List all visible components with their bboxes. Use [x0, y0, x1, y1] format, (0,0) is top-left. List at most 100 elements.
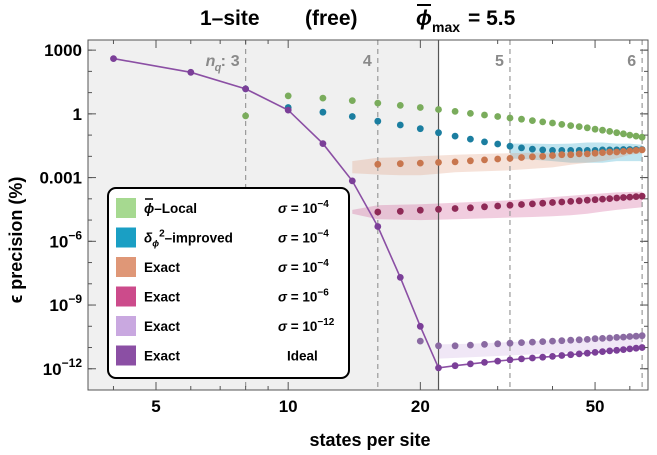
data-point: [529, 145, 536, 153]
legend-sigma: σ = 10−4: [278, 258, 329, 275]
data-point: [481, 156, 488, 164]
data-point: [539, 338, 547, 345]
title-site: 1–site: [200, 7, 260, 30]
data-point: [583, 150, 591, 158]
data-point: [416, 322, 424, 330]
legend-swatch: [116, 227, 136, 248]
data-point: [416, 104, 424, 111]
data-point: [481, 138, 488, 146]
y-tick-label: 1: [73, 105, 82, 124]
data-point: [638, 344, 646, 351]
data-point: [518, 144, 525, 152]
data-point: [632, 132, 640, 140]
legend-label: Exact: [144, 290, 181, 305]
data-point: [451, 158, 459, 166]
nq-colon: :: [221, 53, 226, 70]
data-point: [435, 159, 442, 166]
legend-sigma: σ = 10−4: [278, 199, 329, 216]
y-tick-label: 0.001: [39, 169, 82, 188]
data-point: [567, 351, 575, 359]
series-exact-1e-4: [374, 146, 646, 168]
y-axis-label: ϵ precision (%): [6, 177, 26, 304]
legend: ϕ–Local σ = 10−4 δϕ2–improved σ = 10−4 Exact…: [107, 187, 350, 379]
data-point: [374, 160, 382, 168]
data-point: [494, 155, 502, 163]
title-value: = 5.5: [468, 7, 516, 30]
data-point: [451, 205, 459, 212]
data-point: [374, 117, 382, 125]
data-point: [638, 332, 646, 340]
data-point: [626, 333, 634, 340]
legend-item-exact-1e-6: Exact σ = 10−6: [116, 286, 329, 307]
series-exact-ideal: [110, 55, 646, 372]
data-point: [467, 157, 474, 165]
data-point: [613, 334, 621, 341]
data-point: [494, 357, 502, 365]
data-point: [620, 194, 627, 201]
data-point: [558, 352, 566, 359]
data-point: [396, 207, 404, 215]
legend-sigma: σ = 10−6: [278, 288, 329, 305]
data-point: [606, 195, 614, 203]
data-point: [626, 193, 634, 201]
data-point: [549, 119, 556, 127]
legend-swatch: [116, 345, 136, 366]
series-layer: [110, 55, 646, 372]
data-point: [506, 339, 514, 347]
data-point: [284, 106, 292, 114]
data-point: [242, 85, 250, 93]
x-axis-label: states per site: [309, 430, 430, 450]
data-point: [506, 155, 514, 162]
y-axis-ticks: 1000 1 0.001 10−6 10−9 10−12: [39, 41, 648, 391]
nq-label-6: 6: [627, 53, 636, 70]
data-point: [374, 208, 382, 216]
data-point: [539, 146, 547, 154]
data-point: [567, 122, 575, 129]
data-point: [396, 121, 404, 129]
data-point: [549, 353, 556, 360]
series-exact-1e-12: [416, 332, 646, 350]
data-point: [518, 115, 525, 123]
legend-sigma: σ = 10−12: [278, 317, 335, 334]
data-point: [583, 336, 591, 343]
data-point: [506, 114, 514, 122]
data-point: [613, 129, 621, 137]
data-point: [626, 131, 634, 139]
data-point: [284, 92, 292, 100]
data-point: [187, 68, 195, 76]
data-point: [638, 133, 646, 141]
data-point: [591, 349, 599, 356]
data-point: [494, 340, 502, 348]
data-point: [613, 346, 621, 354]
data-point: [435, 205, 442, 213]
data-point: [451, 132, 459, 140]
plot-frame: [87, 39, 649, 391]
data-point: [518, 154, 525, 161]
data-point: [549, 199, 556, 206]
x-tick-label: 5: [151, 397, 160, 416]
data-point: [575, 150, 583, 158]
data-point: [518, 339, 525, 346]
data-point: [599, 195, 606, 203]
data-point: [529, 200, 536, 208]
data-point: [435, 342, 442, 350]
data-point: [451, 362, 459, 370]
legend-item-improved: δϕ2–improved σ = 10−4: [116, 227, 329, 249]
data-point: [242, 112, 250, 120]
data-point: [529, 117, 536, 124]
data-point: [591, 125, 599, 133]
nq-label-4: 4: [363, 53, 372, 70]
legend-item-local: ϕ–Local σ = 10−4: [116, 198, 329, 218]
data-point: [529, 153, 536, 161]
data-point: [396, 160, 404, 168]
y-tick-label: 10−12: [43, 356, 83, 379]
data-point: [319, 140, 327, 148]
data-point: [626, 345, 634, 353]
series-exact-1e-6: [374, 192, 646, 216]
data-point: [518, 355, 525, 363]
data-point: [539, 199, 547, 207]
data-point: [575, 350, 583, 358]
legend-label: Exact: [144, 319, 181, 334]
data-point: [374, 223, 382, 230]
